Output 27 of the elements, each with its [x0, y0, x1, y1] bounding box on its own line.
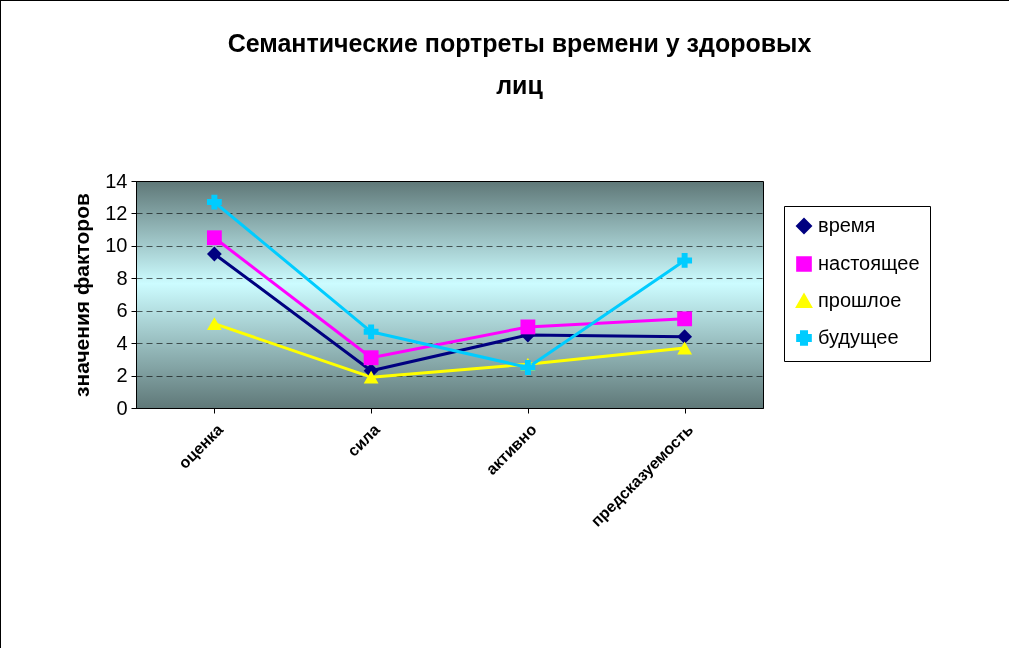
y-tick-label: 4: [116, 331, 128, 354]
y-tick-label: 12: [105, 201, 128, 224]
point: [206, 230, 222, 246]
point: [206, 317, 222, 331]
point: [520, 319, 536, 335]
y-tick-label: 2: [116, 364, 128, 387]
y-tick-label: 10: [105, 234, 128, 257]
y-tick-label: 6: [116, 299, 128, 322]
legend-label: настоящее: [818, 252, 920, 274]
legend-label: время: [818, 214, 876, 236]
point: [206, 246, 222, 262]
point: [206, 194, 222, 210]
point: [363, 350, 379, 366]
chart-title: Семантические портреты времени у здоровых лиц: [227, 29, 812, 99]
point: [520, 360, 536, 375]
legend-label: прошлое: [818, 289, 902, 311]
point: [363, 324, 379, 340]
point: [677, 253, 693, 268]
point: [677, 329, 693, 345]
y-tick-label: 14: [105, 169, 128, 192]
point: [363, 370, 379, 384]
y-tick-label: 8: [116, 266, 128, 289]
legend-label: будущее: [818, 326, 899, 348]
y-tick-label: 0: [116, 396, 128, 419]
point: [677, 311, 693, 327]
point: [677, 341, 693, 355]
y-axis-title: значения факторов: [70, 193, 94, 397]
